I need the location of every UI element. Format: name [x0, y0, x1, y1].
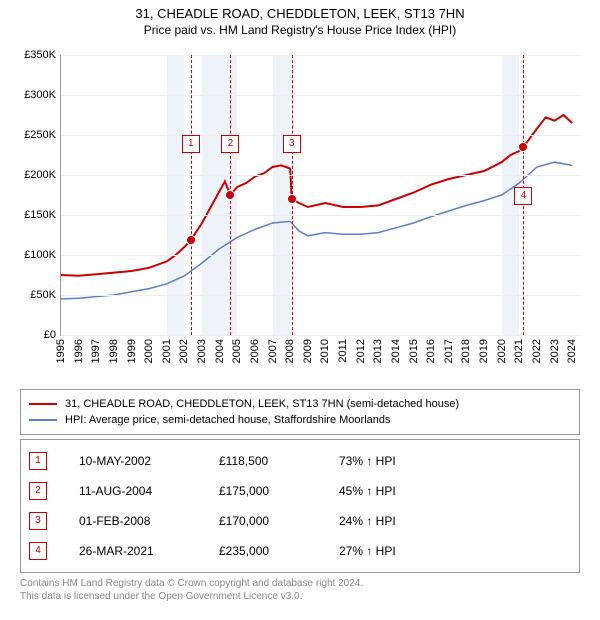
x-tick-label: 1998	[108, 339, 120, 363]
chart-container: 31, CHEADLE ROAD, CHEDDLETON, LEEK, ST13…	[0, 0, 600, 603]
gridline-h	[61, 95, 581, 96]
event-date: 10-MAY-2002	[79, 454, 219, 468]
gridline-h	[61, 335, 581, 336]
y-tick-label: £350K	[24, 49, 56, 61]
x-tick-label: 1997	[90, 339, 102, 363]
x-tick-label: 2020	[496, 339, 508, 363]
marker-dot	[186, 235, 196, 245]
event-hpi: 27% ↑ HPI	[339, 544, 396, 558]
event-number-box: 3	[29, 512, 47, 530]
series-line	[61, 162, 572, 299]
y-tick-label: £150K	[24, 209, 56, 221]
chart-title: 31, CHEADLE ROAD, CHEDDLETON, LEEK, ST13…	[0, 0, 600, 23]
x-tick-label: 2017	[443, 339, 455, 363]
x-tick-label: 2013	[372, 339, 384, 363]
x-tick-label: 2009	[302, 339, 314, 363]
marker-box: 2	[221, 135, 239, 153]
series-line	[61, 115, 572, 276]
legend-label: HPI: Average price, semi-detached house,…	[65, 414, 391, 426]
legend-label: 31, CHEADLE ROAD, CHEDDLETON, LEEK, ST13…	[65, 398, 459, 410]
event-price: £175,000	[219, 484, 339, 498]
x-tick-label: 1995	[55, 339, 67, 363]
footer-line-1: Contains HM Land Registry data © Crown c…	[20, 577, 580, 590]
gridline-h	[61, 255, 581, 256]
line-svg	[61, 55, 581, 335]
x-tick-label: 2018	[460, 339, 472, 363]
gridline-h	[61, 175, 581, 176]
event-date: 01-FEB-2008	[79, 514, 219, 528]
x-tick-label: 2001	[161, 339, 173, 363]
event-row: 1 10-MAY-2002£118,50073% ↑ HPI	[29, 446, 571, 476]
legend-swatch	[29, 403, 57, 405]
x-tick-label: 2008	[284, 339, 296, 363]
x-tick-label: 2006	[249, 339, 261, 363]
x-tick-label: 2000	[143, 339, 155, 363]
plot-region: 1 2 3 4	[60, 55, 581, 336]
gridline-h	[61, 55, 581, 56]
gridline-h	[61, 295, 581, 296]
y-tick-label: £50K	[30, 289, 56, 301]
event-number-box: 1	[29, 452, 47, 470]
x-tick-label: 2003	[196, 339, 208, 363]
chart-subtitle: Price paid vs. HM Land Registry's House …	[0, 23, 600, 45]
x-tick-label: 2005	[231, 339, 243, 363]
x-tick-label: 2016	[425, 339, 437, 363]
x-tick-label: 2023	[549, 339, 561, 363]
x-tick-label: 2004	[214, 339, 226, 363]
event-price: £170,000	[219, 514, 339, 528]
marker-dot	[287, 194, 297, 204]
x-tick-label: 2012	[355, 339, 367, 363]
y-tick-label: £200K	[24, 169, 56, 181]
legend-row: HPI: Average price, semi-detached house,…	[29, 412, 571, 428]
x-tick-label: 1996	[73, 339, 85, 363]
y-tick-label: £250K	[24, 129, 56, 141]
event-price: £118,500	[219, 454, 339, 468]
footer-line-2: This data is licensed under the Open Gov…	[20, 590, 580, 603]
event-date: 26-MAR-2021	[79, 544, 219, 558]
marker-box: 4	[514, 187, 532, 205]
legend-row: 31, CHEADLE ROAD, CHEDDLETON, LEEK, ST13…	[29, 396, 571, 412]
event-row: 4 26-MAR-2021£235,00027% ↑ HPI	[29, 536, 571, 566]
y-tick-label: £300K	[24, 89, 56, 101]
event-number-box: 4	[29, 542, 47, 560]
marker-box: 3	[283, 135, 301, 153]
legend-swatch	[29, 419, 57, 421]
x-tick-label: 2002	[178, 339, 190, 363]
events-table: 1 10-MAY-2002£118,50073% ↑ HPI 2 11-AUG-200…	[20, 439, 580, 573]
x-tick-label: 2024	[566, 339, 578, 363]
x-tick-label: 2019	[478, 339, 490, 363]
legend: 31, CHEADLE ROAD, CHEDDLETON, LEEK, ST13…	[20, 389, 580, 435]
x-tick-label: 1999	[126, 339, 138, 363]
marker-box: 1	[182, 135, 200, 153]
gridline-h	[61, 135, 581, 136]
event-date: 11-AUG-2004	[79, 484, 219, 498]
x-tick-label: 2007	[267, 339, 279, 363]
chart-area: 1234 £0£50K£100K£150K£200K£250K£300K£350…	[10, 45, 590, 385]
event-row: 2 11-AUG-2004£175,00045% ↑ HPI	[29, 476, 571, 506]
event-price: £235,000	[219, 544, 339, 558]
y-tick-label: £100K	[24, 249, 56, 261]
x-tick-label: 2015	[408, 339, 420, 363]
event-number-box: 2	[29, 482, 47, 500]
x-tick-label: 2011	[337, 339, 349, 363]
gridline-h	[61, 215, 581, 216]
footer: Contains HM Land Registry data © Crown c…	[20, 577, 580, 603]
event-hpi: 24% ↑ HPI	[339, 514, 396, 528]
x-tick-label: 2010	[319, 339, 331, 363]
event-hpi: 73% ↑ HPI	[339, 454, 396, 468]
marker-dot	[518, 142, 528, 152]
marker-dot	[225, 190, 235, 200]
event-row: 3 01-FEB-2008£170,00024% ↑ HPI	[29, 506, 571, 536]
event-hpi: 45% ↑ HPI	[339, 484, 396, 498]
marker-line	[191, 55, 192, 335]
x-tick-label: 2021	[513, 339, 525, 363]
x-tick-label: 2014	[390, 339, 402, 363]
x-tick-label: 2022	[531, 339, 543, 363]
